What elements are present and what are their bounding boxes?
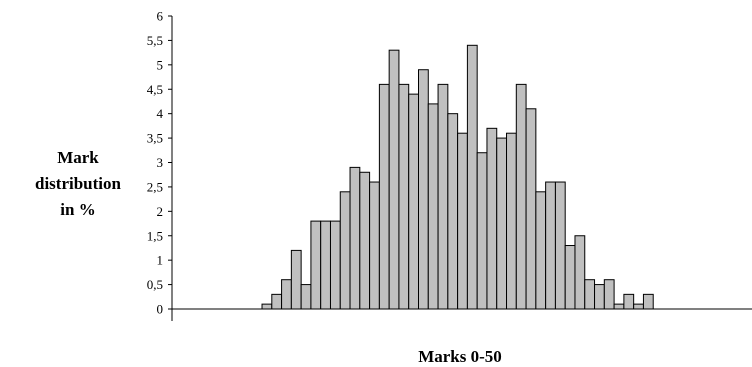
- y-axis: 0 0,5 1 1,5 2 2,5 3 3,5 4 4,5 5 5,5 6: [147, 9, 173, 321]
- bar-mark-39: [554, 181, 566, 310]
- bar-mark-37: [535, 191, 547, 310]
- y-tick-label: 5,5: [147, 33, 163, 48]
- bars-group: [261, 44, 654, 310]
- bar-mark-40: [564, 245, 576, 310]
- x-axis-title: Marks 0-50: [418, 347, 502, 366]
- bar-mark-25: [418, 69, 429, 310]
- y-tick-label: 4: [157, 106, 164, 121]
- bar-mark-27: [437, 83, 449, 310]
- bar-mark-47: [633, 303, 644, 310]
- y-axis-title-line-1: Mark: [57, 148, 99, 167]
- bar-mark-29: [457, 132, 468, 310]
- bar-mark-10: [271, 293, 283, 310]
- bar-mark-20: [369, 181, 380, 310]
- bar-mark-35: [515, 83, 527, 310]
- y-axis-title-line-3: in %: [60, 200, 95, 219]
- y-tick-label: 6: [157, 9, 164, 24]
- bar-mark-12: [290, 249, 302, 310]
- bar-mark-32: [486, 127, 498, 310]
- y-tick-label: 3,5: [147, 131, 163, 146]
- bar-mark-17: [339, 191, 351, 310]
- bar-mark-46: [623, 293, 635, 310]
- y-tick-label: 5: [157, 57, 164, 72]
- bar-mark-15: [320, 220, 331, 310]
- y-tick-label: 0: [157, 302, 164, 317]
- y-axis-title-line-2: distribution: [35, 174, 122, 193]
- y-tick-label: 0,5: [147, 277, 163, 292]
- bar-mark-22: [388, 49, 400, 310]
- y-tick-label: 2: [157, 204, 164, 219]
- bar-mark-18: [349, 166, 361, 310]
- bar-mark-38: [545, 181, 556, 310]
- y-tick-label: 1: [157, 253, 164, 268]
- bar-mark-24: [408, 93, 420, 310]
- bar-mark-16: [329, 220, 341, 310]
- bar-mark-26: [427, 103, 439, 310]
- y-tick-label: 2,5: [147, 179, 163, 194]
- y-tick-label: 4,5: [147, 82, 163, 97]
- bar-mark-44: [603, 279, 615, 310]
- bar-mark-34: [506, 132, 517, 310]
- bar-mark-43: [594, 284, 605, 310]
- bar-mark-9: [261, 303, 273, 310]
- bar-mark-13: [300, 284, 312, 310]
- bar-mark-48: [642, 293, 654, 310]
- bar-mark-45: [613, 303, 625, 310]
- bar-mark-31: [476, 152, 488, 310]
- bar-mark-23: [398, 83, 410, 310]
- y-tick-label: 3: [157, 155, 164, 170]
- bar-mark-28: [447, 113, 459, 310]
- bar-mark-30: [466, 44, 478, 310]
- bar-mark-21: [378, 83, 390, 310]
- bar-mark-11: [281, 279, 292, 310]
- bar-mark-19: [359, 171, 371, 310]
- bar-mark-42: [584, 279, 596, 310]
- y-tick-label: 1,5: [147, 228, 163, 243]
- bar-mark-33: [496, 137, 508, 310]
- bar-mark-36: [525, 108, 537, 310]
- bar-mark-14: [310, 220, 322, 310]
- bar-mark-41: [574, 235, 586, 310]
